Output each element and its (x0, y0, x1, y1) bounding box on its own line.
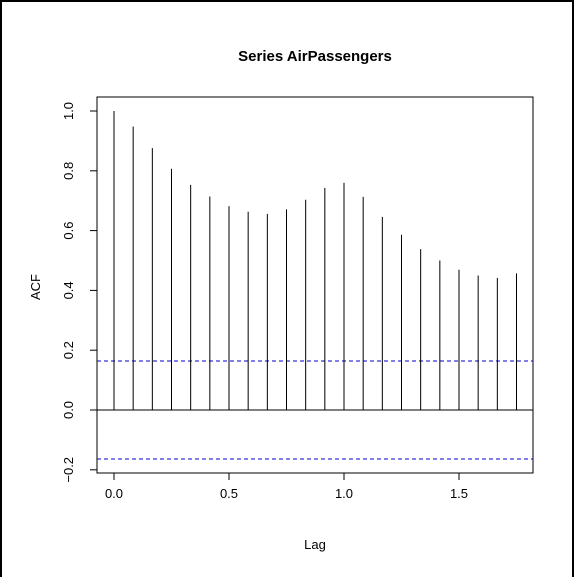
y-tick-label: 0.6 (61, 222, 76, 240)
y-tick-label: 1.0 (61, 102, 76, 120)
y-axis-label: ACF (28, 274, 43, 300)
plot-box (96, 96, 534, 474)
x-axis-label: Lag (304, 537, 326, 552)
y-tick-label: 0.8 (61, 162, 76, 180)
y-tick-label: −0.2 (61, 457, 76, 483)
x-tick-label: 0.0 (105, 486, 123, 501)
y-tick-label: 0.0 (61, 401, 76, 419)
x-tick-label: 1.5 (450, 486, 468, 501)
x-tick-label: 1.0 (335, 486, 353, 501)
y-tick-label: 0.2 (61, 341, 76, 359)
y-tick-label: 0.4 (61, 281, 76, 299)
chart-title: Series AirPassengers (238, 48, 392, 65)
x-tick-label: 0.5 (220, 486, 238, 501)
